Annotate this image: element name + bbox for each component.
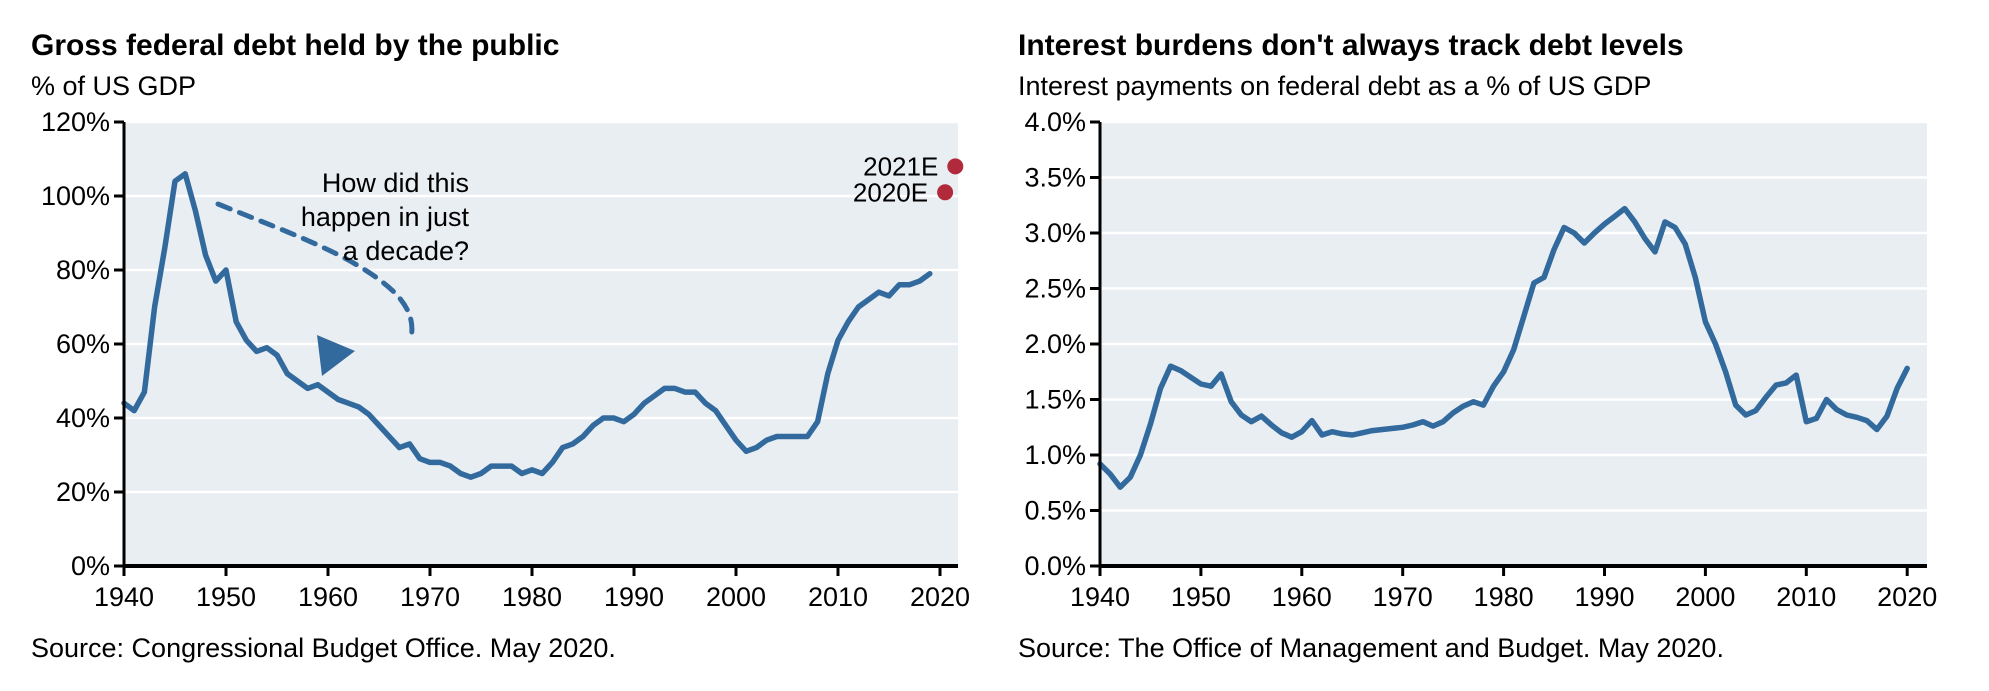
right-chart-source: Source: The Office of Management and Bud…	[1018, 633, 1724, 663]
left-chart-source: Source: Congressional Budget Office. May…	[31, 633, 616, 663]
x-tick-label: 2020	[1877, 582, 1937, 612]
y-tick-label: 20%	[56, 477, 110, 507]
y-tick-label: 0.0%	[1024, 551, 1086, 581]
annotation-arrow-curve	[215, 201, 415, 341]
y-tick-label: 80%	[56, 255, 110, 285]
x-tick-label: 2010	[1776, 582, 1836, 612]
x-tick-label: 1970	[400, 582, 460, 612]
y-tick-label: 4.0%	[1024, 107, 1086, 137]
annotation-text: a decade?	[343, 236, 469, 266]
y-tick-label: 1.5%	[1024, 385, 1086, 415]
series-line	[121, 171, 933, 480]
x-tick-label: 1960	[298, 582, 358, 612]
x-tick-label: 1950	[196, 582, 256, 612]
estimate-label-2020E: 2020E	[853, 177, 928, 207]
y-tick-label: 40%	[56, 403, 110, 433]
y-tick-label: 3.0%	[1024, 218, 1086, 248]
x-tick-label: 1950	[1171, 582, 1231, 612]
estimate-dot-2021E	[947, 158, 964, 175]
series-line	[1097, 205, 1910, 490]
x-tick-label: 2010	[808, 582, 868, 612]
interest-chart-plot: 0.0% 0.5% 1.0% 1.5% 2.0% 2.5% 3.0% 3.5% 4.0% 1940…	[1024, 107, 1937, 612]
right-chart-title: Interest burdens don't always track debt…	[1018, 29, 1684, 62]
y-tick-label: 2.0%	[1024, 329, 1086, 359]
x-tick-label: 1980	[502, 582, 562, 612]
y-tick-label: 60%	[56, 329, 110, 359]
x-tick-label: 1990	[604, 582, 664, 612]
x-tick-label: 2020	[910, 582, 970, 612]
left-chart-subtitle: % of US GDP	[31, 71, 197, 101]
x-tick-label: 1940	[94, 582, 154, 612]
x-tick-label: 1970	[1373, 582, 1433, 612]
x-tick-label: 2000	[1675, 582, 1735, 612]
estimate-dot-2020E	[937, 184, 954, 201]
right-chart-subtitle: Interest payments on federal debt as a %…	[1018, 71, 1652, 101]
y-tick-label: 2.5%	[1024, 274, 1086, 304]
y-tick-label: 3.5%	[1024, 163, 1086, 193]
x-tick-label: 1990	[1574, 582, 1634, 612]
x-tick-label: 1960	[1272, 582, 1332, 612]
estimate-label-2021E: 2021E	[863, 151, 938, 181]
y-tick-label: 120%	[41, 107, 110, 137]
y-tick-label: 1.0%	[1024, 440, 1086, 470]
x-tick-label: 1940	[1070, 582, 1130, 612]
x-tick-label: 1980	[1474, 582, 1534, 612]
y-tick-label: 100%	[41, 181, 110, 211]
annotation-text: happen in just	[301, 202, 470, 232]
y-tick-label: 0.5%	[1024, 496, 1086, 526]
annotation-arrowhead	[317, 335, 355, 376]
debt-chart-plot: 0% 20% 40% 60% 80% 100% 120% 1940 1950 1960 1970 19…	[41, 107, 970, 612]
x-tick-label: 2000	[706, 582, 766, 612]
annotation-text: How did this	[322, 168, 469, 198]
y-tick-label: 0%	[71, 551, 110, 581]
left-chart-title: Gross federal debt held by the public	[31, 29, 560, 62]
